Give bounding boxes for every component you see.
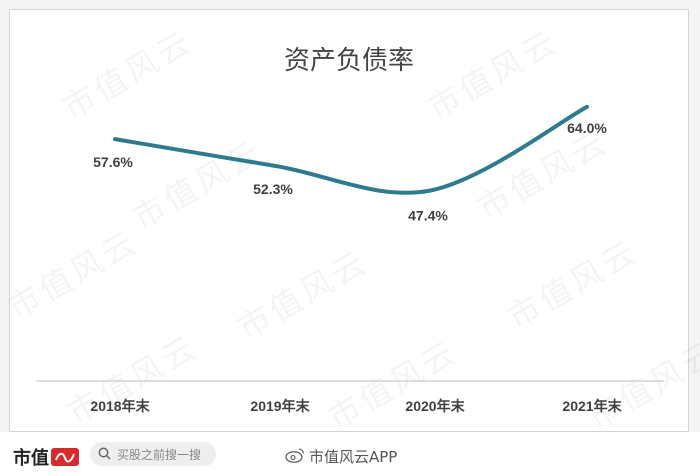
data-labels: 57.6% 52.3% 47.4% 64.0% — [93, 120, 607, 224]
brand-text: 市值 — [13, 448, 49, 469]
search-icon — [98, 445, 111, 464]
source-credit: 市值风云APP — [285, 446, 397, 467]
x-tick-label: 2021年末 — [562, 398, 622, 414]
chart-title: 资产负债率 — [283, 46, 414, 76]
brand: 市值 — [13, 444, 79, 470]
x-tick-label: 2020年末 — [405, 398, 465, 414]
data-label: 64.0% — [567, 120, 607, 136]
series-line — [113, 104, 589, 195]
x-tick-label: 2018年末 — [90, 398, 150, 414]
brand-logo-icon — [51, 448, 79, 466]
source-text: 市值风云APP — [309, 448, 398, 466]
data-label: 57.6% — [93, 154, 133, 170]
line-chart: 57.6%52.3%47.4%64.0% 2018年末 2019年末 2020年末 2… — [36, 104, 664, 414]
footer-bar: 市值 买股之前搜一搜 市值风云APP — [0, 432, 700, 476]
weibo-icon — [285, 447, 305, 467]
search-box[interactable]: 买股之前搜一搜 — [90, 442, 216, 466]
data-label: 47.4% — [408, 208, 448, 224]
x-tick-labels: 2018年末 2019年末 2020年末 2021年末 — [90, 398, 622, 414]
data-label: 52.3% — [253, 181, 293, 197]
x-tick-label: 2019年末 — [250, 398, 310, 414]
search-placeholder: 买股之前搜一搜 — [117, 447, 202, 462]
chart-card: 资产负债率 — [9, 9, 689, 432]
